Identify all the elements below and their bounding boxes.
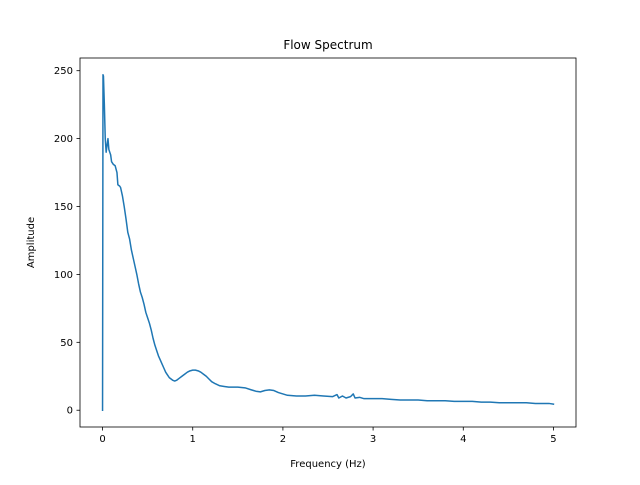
y-axis-label: Amplitude [26, 217, 37, 268]
series-line [101, 74, 555, 411]
x-tick-label: 2 [280, 434, 286, 445]
x-tick-label: 0 [99, 434, 105, 445]
x-tick-label: 1 [190, 434, 196, 445]
series-layer [101, 74, 555, 411]
y-tick-label: 100 [54, 270, 73, 281]
y-tick-label: 150 [54, 202, 73, 213]
y-axis-ticks: 0 50 100 150 200 250 [54, 66, 80, 417]
y-tick-label: 200 [54, 134, 73, 145]
x-axis-ticks: 0 1 2 3 4 5 [99, 427, 557, 445]
y-tick-label: 250 [54, 66, 73, 77]
x-tick-label: 4 [460, 434, 466, 445]
chart-title: Flow Spectrum [283, 38, 372, 52]
plot-area-frame [79, 57, 577, 428]
x-tick-label: 5 [550, 434, 556, 445]
y-tick-label: 0 [67, 406, 73, 417]
x-axis-label: Frequency (Hz) [290, 459, 366, 470]
y-tick-label: 50 [60, 338, 73, 349]
x-tick-label: 3 [370, 434, 376, 445]
